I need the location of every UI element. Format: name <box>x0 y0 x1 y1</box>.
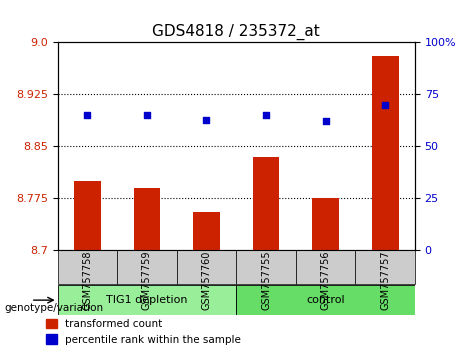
FancyBboxPatch shape <box>355 250 415 284</box>
Text: GSM757756: GSM757756 <box>320 251 331 310</box>
FancyBboxPatch shape <box>177 250 236 284</box>
FancyBboxPatch shape <box>58 250 117 284</box>
Bar <box>193 212 220 250</box>
Text: GSM757758: GSM757758 <box>83 251 92 310</box>
Legend: transformed count, percentile rank within the sample: transformed count, percentile rank withi… <box>42 315 245 349</box>
Point <box>262 112 270 118</box>
FancyBboxPatch shape <box>58 285 236 315</box>
Bar <box>134 188 160 250</box>
Point <box>381 102 389 108</box>
Point <box>322 118 329 124</box>
FancyBboxPatch shape <box>236 250 296 284</box>
Text: GSM757755: GSM757755 <box>261 251 271 310</box>
Text: control: control <box>306 295 345 305</box>
Bar <box>253 157 279 250</box>
Bar <box>74 181 101 250</box>
Point <box>143 112 151 118</box>
Text: GSM757757: GSM757757 <box>380 251 390 310</box>
Bar <box>312 198 339 250</box>
Text: GSM757760: GSM757760 <box>201 251 212 310</box>
FancyBboxPatch shape <box>236 285 415 315</box>
Text: GSM757759: GSM757759 <box>142 251 152 310</box>
Text: genotype/variation: genotype/variation <box>5 303 104 313</box>
Point <box>203 117 210 123</box>
FancyBboxPatch shape <box>117 250 177 284</box>
Title: GDS4818 / 235372_at: GDS4818 / 235372_at <box>153 23 320 40</box>
Point <box>84 112 91 118</box>
Text: TIG1 depletion: TIG1 depletion <box>106 295 188 305</box>
FancyBboxPatch shape <box>296 250 355 284</box>
Bar <box>372 56 398 250</box>
